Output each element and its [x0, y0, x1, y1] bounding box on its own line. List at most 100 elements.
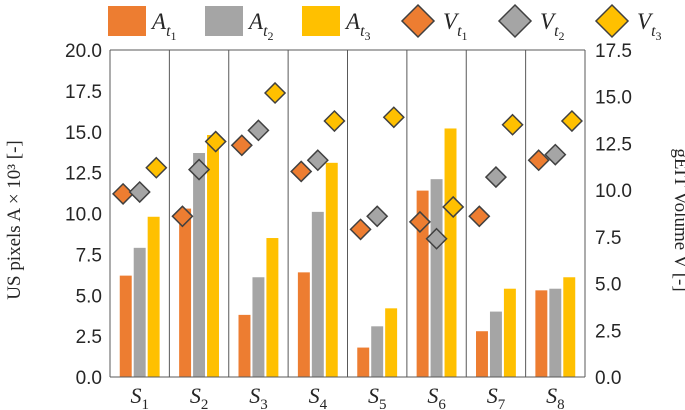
category-label-S5: S5 — [368, 383, 387, 410]
category-separators — [168, 50, 527, 377]
right-axis-title: gEIT Volume V [-] — [670, 148, 685, 291]
legend-swatch-A_t3 — [302, 6, 340, 36]
marker-V_t1-S2 — [171, 205, 194, 228]
legend-label-A_t1: At1 — [150, 9, 177, 43]
category-labels: S1 S2 S3 S4 S5 S6 S7 S8 — [130, 383, 564, 410]
marker-V_t2-S4 — [306, 149, 329, 172]
bar-A_t1-S7 — [476, 331, 488, 377]
bar-A_t3-S6 — [444, 128, 457, 377]
left-tick-label: 20.0 — [65, 41, 102, 62]
marker-V_t2-S8 — [544, 143, 567, 166]
bar-A_t3-S1 — [147, 216, 160, 377]
right-tick-label: 7.5 — [595, 228, 621, 249]
left-tick-label: 5.0 — [76, 286, 102, 307]
category-label-S4: S4 — [309, 383, 328, 410]
bar-A_t3-S7 — [503, 288, 516, 377]
bar-A_t1-S6 — [416, 190, 429, 377]
marker-V_t3-S1 — [145, 156, 168, 179]
legend-swatch-A_t1 — [108, 6, 146, 36]
right-tick-label: 2.5 — [595, 321, 621, 342]
marker-series-V_t2 — [128, 119, 567, 250]
bar-A_t3-S8 — [563, 277, 576, 377]
bar-A_t1-S5 — [357, 347, 370, 377]
bar-A_t2-S7 — [489, 311, 502, 377]
left-tick-label: 12.5 — [65, 164, 102, 185]
legend-swatch-A_t2 — [205, 6, 243, 36]
right-tick-label: 17.5 — [595, 41, 632, 62]
category-label-S8: S8 — [546, 383, 565, 410]
marker-V_t1-S4 — [290, 160, 313, 183]
left-tick-label: 7.5 — [76, 245, 102, 266]
legend-item-V_t3: Vt3 — [594, 3, 662, 43]
left-tick-label: 15.0 — [65, 123, 102, 144]
right-tick-labels: 0.0 2.5 5.0 7.5 10.0 12.5 15.0 17.5 — [595, 41, 632, 389]
legend-item-V_t1: Vt1 — [400, 3, 468, 43]
bar-A_t2-S1 — [133, 247, 146, 377]
bar-A_t2-S6 — [430, 179, 443, 377]
bar-A_t1-S1 — [119, 275, 132, 377]
bar-A_t3-S4 — [325, 162, 338, 377]
legend-item-A_t1: At1 — [108, 6, 177, 43]
marker-V_t3-S4 — [323, 109, 346, 133]
legend-item-A_t3: At3 — [302, 6, 371, 43]
marker-V_t2-S6 — [425, 227, 448, 250]
legend-label-V_t2: Vt2 — [540, 9, 565, 43]
left-tick-label: 17.5 — [65, 82, 102, 103]
marker-V_t2-S1 — [128, 180, 151, 204]
bar-series-A_t2 — [133, 153, 562, 377]
marker-V_t2-S2 — [188, 158, 211, 181]
marker-V_t1-S1 — [112, 182, 135, 205]
marker-V_t1-S3 — [230, 134, 253, 157]
marker-V_t1-S6 — [408, 210, 431, 233]
legend-label-V_t3: Vt3 — [637, 9, 662, 43]
marker-V_t1-S7 — [468, 205, 491, 228]
left-tick-label: 10.0 — [65, 205, 102, 226]
bar-A_t1-S2 — [179, 208, 192, 377]
legend: At1 At2 At3 Vt1 Vt2 Vt3 — [108, 3, 662, 43]
bar-A_t3-S2 — [207, 135, 219, 377]
legend-label-V_t1: Vt1 — [443, 9, 468, 43]
bar-A_t3-S5 — [385, 308, 398, 377]
marker-V_t2-S5 — [366, 205, 389, 228]
bar-A_t1-S4 — [297, 272, 310, 377]
bar-series — [119, 128, 576, 377]
marker-series — [112, 81, 583, 250]
bar-series-A_t3 — [147, 128, 576, 377]
bar-A_t2-S4 — [311, 211, 324, 377]
category-label-S2: S2 — [190, 383, 209, 410]
legend-label-A_t3: At3 — [344, 9, 371, 43]
left-axis-title: US pixels A × 10³ [-] — [4, 140, 25, 299]
axes — [109, 49, 586, 378]
marker-V_t3-S7 — [501, 113, 524, 136]
bar-A_t3-S3 — [266, 238, 279, 377]
legend-item-V_t2: Vt2 — [497, 3, 565, 43]
bar-A_t1-S3 — [238, 314, 251, 377]
legend-label-A_t2: At2 — [247, 9, 274, 43]
bar-A_t2-S2 — [193, 153, 206, 377]
marker-V_t2-S3 — [247, 119, 270, 142]
marker-V_t3-S2 — [204, 130, 227, 153]
bar-A_t2-S5 — [371, 326, 384, 377]
category-label-S3: S3 — [249, 383, 268, 410]
bar-A_t2-S3 — [252, 277, 265, 377]
right-tick-label: 0.0 — [595, 368, 621, 389]
left-tick-labels: 0.0 2.5 5.0 7.5 10.0 12.5 15.0 17.5 20.0 — [65, 41, 102, 389]
category-label-S6: S6 — [427, 383, 446, 410]
bar-A_t1-S8 — [535, 290, 548, 377]
marker-V_t1-S8 — [527, 149, 550, 172]
marker-V_t1-S5 — [349, 218, 372, 241]
category-label-S1: S1 — [130, 383, 149, 410]
marker-series-V_t3 — [145, 81, 583, 219]
legend-swatch-V_t3 — [594, 3, 630, 39]
bar-A_t2-S8 — [549, 288, 562, 377]
right-tick-label: 15.0 — [595, 88, 632, 109]
left-tick-label: 2.5 — [76, 327, 102, 348]
right-tick-label: 10.0 — [595, 181, 632, 202]
marker-V_t3-S5 — [382, 106, 405, 129]
right-tick-label: 12.5 — [595, 134, 632, 155]
legend-item-A_t2: At2 — [205, 6, 274, 43]
marker-series-V_t1 — [112, 134, 550, 241]
marker-V_t3-S3 — [264, 81, 287, 105]
category-label-S7: S7 — [487, 383, 506, 410]
